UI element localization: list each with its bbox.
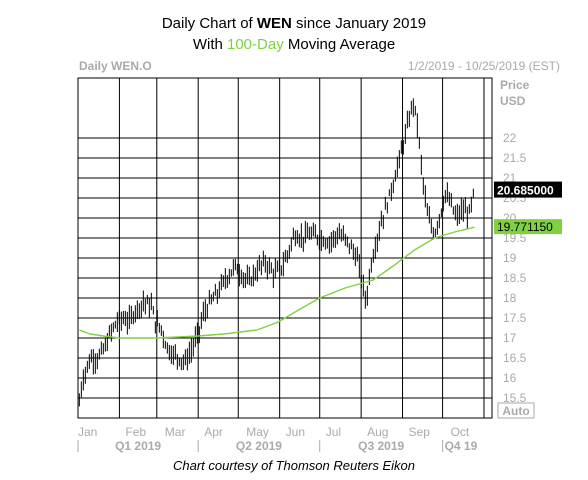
y-tick-label: 19 — [503, 251, 517, 265]
title-suffix: since January 2019 — [291, 15, 427, 32]
x-month-label: Sep — [409, 425, 431, 439]
y-tick-label: 18.5 — [503, 271, 527, 285]
moving-average-line — [79, 226, 475, 339]
chart-credit: Chart courtesy of Thomson Reuters Eikon — [172, 458, 416, 473]
x-month-label: Jul — [326, 425, 341, 439]
currency-label: USD — [500, 94, 526, 108]
date-range-label: 1/2/2019 - 10/25/2019 (EST) — [408, 59, 560, 73]
last-price-value: 20.685000 — [497, 184, 554, 198]
y-tick-label: 18 — [503, 291, 517, 305]
subtitle-ma-word: 100-Day — [227, 36, 284, 53]
last-price-tag — [494, 181, 562, 198]
x-quarter-label: Q3 2019 — [358, 439, 404, 453]
chart-subtitle: With 100-Day Moving Average — [0, 36, 588, 53]
x-month-label: Jun — [286, 425, 305, 439]
y-tick-label: 19.5 — [503, 231, 527, 245]
subtitle-prefix: With — [192, 36, 227, 53]
y-tick-label: 21.5 — [503, 151, 527, 165]
symbol-label: Daily WEN.O — [79, 59, 152, 73]
title-ticker: WEN — [256, 15, 292, 32]
y-tick-label: 16.5 — [503, 351, 527, 365]
x-quarter-label: Q4 19 — [445, 439, 478, 453]
title-prefix: Daily Chart of — [161, 15, 257, 32]
x-month-label: Apr — [204, 425, 223, 439]
y-tick-label: 21 — [503, 171, 517, 185]
x-quarter-label: Q2 2019 — [236, 439, 282, 453]
x-month-label: Aug — [367, 425, 388, 439]
subtitle-suffix: Moving Average — [283, 36, 396, 53]
price-chart: Daily WEN.O 1/2/2019 - 10/25/2019 (EST) … — [77, 59, 562, 453]
y-tick-label: 17 — [503, 331, 517, 345]
x-month-label: Jan — [78, 425, 97, 439]
y-tick-label: 15.5 — [503, 391, 527, 405]
x-month-label: May — [246, 425, 269, 439]
ma-value-tag — [494, 219, 562, 235]
y-tick-label: 16 — [503, 371, 517, 385]
price-axis-label: Price — [500, 78, 530, 92]
ma-value: 19.771150 — [497, 220, 553, 234]
plot-area — [77, 77, 493, 419]
x-month-label: Oct — [451, 425, 470, 439]
x-month-label: Feb — [125, 425, 146, 439]
chart-title: Daily Chart of WEN since January 2019 — [0, 15, 588, 32]
auto-scale-button[interactable] — [497, 402, 535, 419]
y-tick-label: 22 — [503, 131, 517, 145]
x-quarter-label: Q1 2019 — [115, 439, 161, 453]
auto-scale-label: Auto — [502, 404, 529, 418]
y-tick-label: 17.5 — [503, 311, 527, 325]
x-month-label: Mar — [165, 425, 186, 439]
